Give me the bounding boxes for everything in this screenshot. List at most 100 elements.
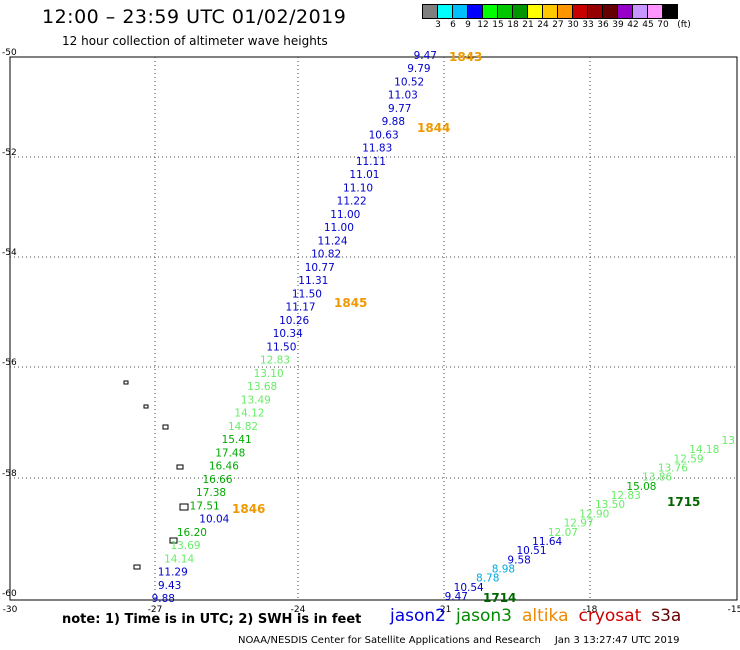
longitude-label: -27 xyxy=(148,605,163,615)
pass-time-label: 1714 xyxy=(483,591,516,605)
color-legend: 3 6 9 12 15 18 21 24 27 30 33 36 39 42 45 70 (ft) xyxy=(422,4,740,33)
legend-label: 21 xyxy=(522,20,534,30)
track-value: 10.52 xyxy=(394,76,424,88)
track-value: 9.79 xyxy=(407,63,430,75)
legend-label: 24 xyxy=(537,20,549,30)
track-value: 11.01 xyxy=(349,169,379,181)
track-value: 9.88 xyxy=(152,593,175,605)
track-value: 10.54 xyxy=(454,582,484,594)
latitude-label: -58 xyxy=(2,469,17,479)
legend-label: 30 xyxy=(567,20,579,30)
legend-label: 36 xyxy=(597,20,609,30)
track-value: 13.49 xyxy=(241,394,271,406)
track-value: 13.76 xyxy=(658,463,688,475)
track-value: 10.26 xyxy=(279,315,309,327)
track-value: 10.82 xyxy=(311,249,341,261)
track-value: 11.00 xyxy=(330,209,360,221)
pass-time-label: 1843 xyxy=(449,50,482,64)
altimeter-tracks: 9.479.7910.5211.039.779.8810.6311.8311.1… xyxy=(152,50,735,605)
track-value: 9.47 xyxy=(414,50,437,62)
latitude-label: -50 xyxy=(2,48,17,58)
track-value: 15.41 xyxy=(222,434,252,446)
track-value: 16.46 xyxy=(209,461,239,473)
track-value: 9.58 xyxy=(507,554,530,566)
legend-label: 33 xyxy=(582,20,594,30)
map-frame xyxy=(9,56,738,601)
page-subtitle: 12 hour collection of altimeter wave hei… xyxy=(62,34,328,48)
pass-time-label: 1715 xyxy=(667,495,700,509)
track-value: 10.34 xyxy=(273,328,303,340)
track-value: 12.90 xyxy=(579,508,609,520)
track-value: 10.04 xyxy=(199,514,229,526)
track-value: 11.03 xyxy=(388,90,418,102)
track-value: 9.43 xyxy=(158,580,181,592)
island-shape xyxy=(169,537,178,544)
island-shape xyxy=(162,424,169,430)
legend-label: 3 xyxy=(435,20,441,30)
track-value: 13.69 xyxy=(170,540,200,552)
track-value: 11.31 xyxy=(298,275,328,287)
track-value: 13.68 xyxy=(247,381,277,393)
units-note: note: 1) Time is in UTC; 2) SWH is in fe… xyxy=(62,612,362,627)
track-value: 11.29 xyxy=(158,567,188,579)
legend-label: 27 xyxy=(552,20,564,30)
legend-label: 15 xyxy=(492,20,504,30)
satellite-cryosat: cryosat xyxy=(578,606,642,626)
legend-label: 70 xyxy=(657,20,669,30)
track-value: 11.50 xyxy=(292,288,322,300)
legend-color-bar xyxy=(422,4,740,19)
track-value: 9.88 xyxy=(382,116,405,128)
track-value: 8.98 xyxy=(492,563,515,575)
track-value: 8.78 xyxy=(476,573,499,585)
track-value: 11.83 xyxy=(362,143,392,155)
island-shape xyxy=(179,503,189,511)
track-value: 17.48 xyxy=(215,447,245,459)
track-value: 11.11 xyxy=(356,156,386,168)
track-value: 13.10 xyxy=(254,368,284,380)
track-value: 12.97 xyxy=(564,518,594,530)
track-value: 14.12 xyxy=(234,408,264,420)
track-value: 12.07 xyxy=(548,527,578,539)
credit-text: NOAA/NESDIS Center for Satellite Applica… xyxy=(238,635,541,646)
track-value: 11.00 xyxy=(324,222,354,234)
track-value: 11.64 xyxy=(532,536,562,548)
track-value: 13.50 xyxy=(595,499,625,511)
island-shape xyxy=(133,564,141,570)
track-value: 9.77 xyxy=(388,103,411,115)
track-value: 17.38 xyxy=(196,487,226,499)
legend-label: 12 xyxy=(477,20,489,30)
generated-timestamp: Jan 3 13:27:47 UTC 2019 xyxy=(554,635,680,646)
legend-labels: 3 6 9 12 15 18 21 24 27 30 33 36 39 42 45 70 (ft) xyxy=(422,19,740,33)
longitude-label: -15 xyxy=(728,605,740,615)
track-value: 17.51 xyxy=(190,500,220,512)
island-outlines xyxy=(123,380,189,570)
satellite-altika: altika xyxy=(522,606,569,626)
longitude-label: -18 xyxy=(583,605,598,615)
latitude-label: -54 xyxy=(2,248,17,258)
island-shape xyxy=(143,404,149,409)
longitude-label: -30 xyxy=(3,605,18,615)
legend-unit: (ft) xyxy=(677,20,691,30)
island-shape xyxy=(176,464,184,470)
island-shape xyxy=(123,380,129,385)
track-value: 12.59 xyxy=(674,453,704,465)
track-value: 14.18 xyxy=(689,444,719,456)
track-value: 10.63 xyxy=(369,129,399,141)
satellite-s3a: s3a xyxy=(651,606,682,626)
track-value: 16.66 xyxy=(202,474,232,486)
track-value: 10.51 xyxy=(516,545,546,557)
legend-label: 6 xyxy=(450,20,456,30)
track-value: 11.24 xyxy=(317,235,347,247)
credit-line: NOAA/NESDIS Center for Satellite Applica… xyxy=(238,635,680,646)
map-grid: -50 -52 -54 -56 -58 -60 -30 -27 -24 -21 -18 -15 xyxy=(2,48,740,615)
track-value: 11.10 xyxy=(343,182,373,194)
page-title: 12:00 – 23:59 UTC 01/02/2019 xyxy=(42,6,347,28)
track-value: 13 xyxy=(722,435,735,447)
legend-label: 39 xyxy=(612,20,624,30)
track-value: 10.77 xyxy=(305,262,335,274)
legend-label: 18 xyxy=(507,20,519,30)
track-value: 14.82 xyxy=(228,421,258,433)
longitude-label: -21 xyxy=(437,605,452,615)
latitude-label: -56 xyxy=(2,358,17,368)
